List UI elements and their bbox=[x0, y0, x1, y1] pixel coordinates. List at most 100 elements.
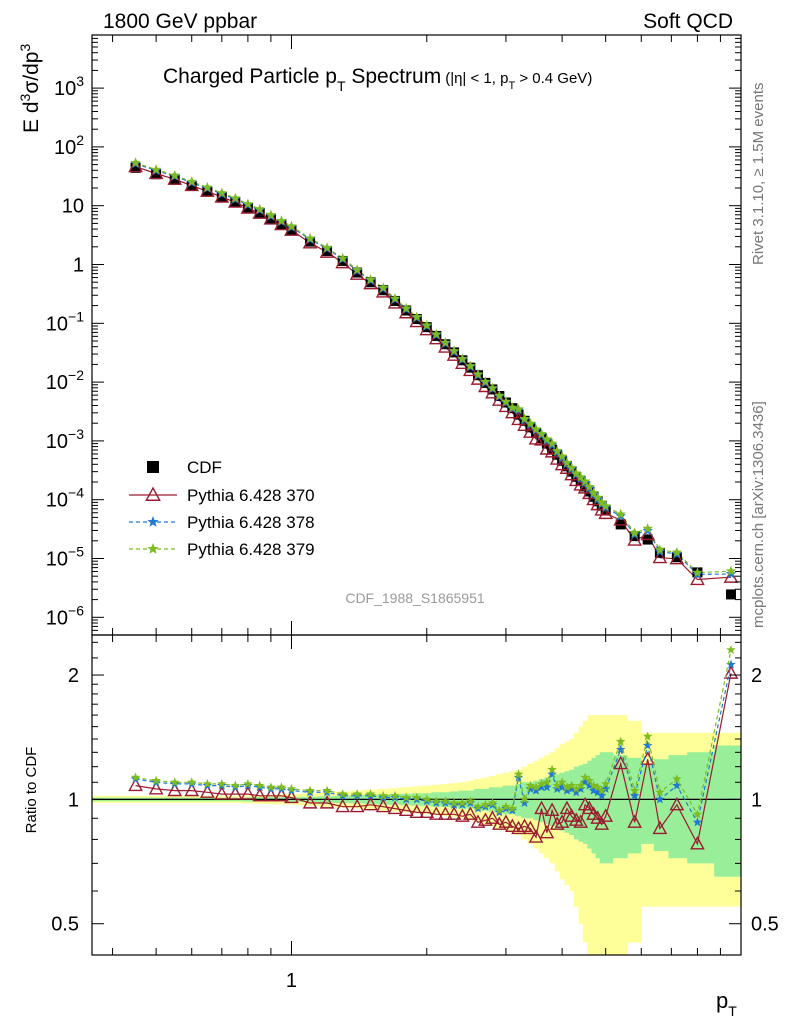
ratio-point-p378 bbox=[655, 794, 665, 804]
main-point-p379 bbox=[551, 445, 563, 456]
main-point-p379 bbox=[321, 242, 333, 253]
ratio-point-p379 bbox=[401, 792, 411, 802]
legend-marker-cdf bbox=[147, 461, 159, 473]
y-tick-label: 10−2 bbox=[46, 367, 84, 394]
ratio-point-p378 bbox=[596, 790, 607, 800]
ratio-point-p370 bbox=[428, 806, 444, 820]
ratio-point-p379 bbox=[305, 785, 315, 795]
cdf-data-point bbox=[536, 433, 547, 444]
ratio-point-p370 bbox=[375, 798, 391, 813]
ratio-point-p379 bbox=[473, 801, 483, 811]
main-point-p379 bbox=[592, 492, 603, 503]
ratio-point-p379 bbox=[480, 799, 491, 809]
ratio-point-p370 bbox=[504, 818, 520, 833]
cdf-data-point bbox=[169, 174, 180, 185]
ratio-point-p370 bbox=[387, 800, 403, 815]
ratio-point-p379 bbox=[557, 777, 567, 787]
title-small-2: > 0.4 GeV) bbox=[515, 70, 592, 87]
legend-marker-2 bbox=[147, 516, 159, 527]
main-point-p379 bbox=[242, 198, 254, 209]
legend-label-3: Pythia 6.428 379 bbox=[187, 540, 315, 559]
ratio-point-p370 bbox=[627, 814, 643, 828]
cdf-data-point bbox=[186, 181, 197, 192]
ratio-point-p379 bbox=[580, 772, 590, 782]
ratio-point-p378 bbox=[571, 787, 581, 797]
ratio-point-p379 bbox=[588, 780, 599, 790]
ratio-point-p370 bbox=[302, 795, 318, 809]
cdf-data-point bbox=[286, 224, 297, 235]
ratio-point-p370 bbox=[240, 786, 256, 800]
ratio-point-p379 bbox=[243, 778, 253, 788]
ratio-point-p370 bbox=[523, 820, 538, 835]
ratio-point-p379 bbox=[519, 794, 530, 804]
main-point-p379 bbox=[692, 567, 703, 578]
ratio-band-inner bbox=[92, 745, 741, 877]
main-point-p379 bbox=[377, 282, 389, 293]
ratio-point-p379 bbox=[552, 780, 562, 790]
ratio-point-p370 bbox=[274, 787, 289, 802]
main-title: Charged Particle pT Spectrum (|η| < 1, pT… bbox=[163, 65, 592, 94]
main-point-p379 bbox=[411, 311, 422, 322]
main-point-p379 bbox=[202, 181, 213, 192]
main-point-p379 bbox=[440, 337, 451, 348]
main-point-p379 bbox=[465, 360, 476, 371]
main-point-p379 bbox=[186, 176, 197, 187]
main-point-p379 bbox=[588, 487, 599, 498]
ratio-point-p370 bbox=[284, 789, 299, 804]
ratio-point-p370 bbox=[723, 665, 739, 679]
main-point-p379 bbox=[541, 433, 553, 444]
main-point-p370 bbox=[128, 158, 143, 173]
ratio-point-p370 bbox=[227, 786, 243, 800]
ratio-point-p370 bbox=[498, 814, 514, 828]
cdf-data-point bbox=[671, 552, 682, 563]
main-point-p379 bbox=[487, 382, 498, 393]
ratio-point-p370 bbox=[335, 798, 351, 813]
svg-text:Charged Particle pT Spectrum(|: Charged Particle pT Spectrum (|η| < 1, pT… bbox=[163, 65, 592, 94]
cdf-data-point bbox=[547, 444, 558, 455]
ratio-point-p370 bbox=[446, 806, 462, 820]
ratio-point-p370 bbox=[534, 800, 549, 815]
main-point-p379 bbox=[457, 353, 468, 364]
main-point-p370 bbox=[462, 362, 478, 377]
main-point-p379 bbox=[169, 169, 180, 180]
y-tick-label: 10−5 bbox=[46, 543, 84, 570]
ratio-point-p379 bbox=[365, 789, 376, 799]
ratio-point-p370 bbox=[263, 787, 279, 802]
main-point-p379 bbox=[615, 508, 626, 519]
ratio-point-p370 bbox=[462, 806, 478, 820]
main-point-p370 bbox=[598, 505, 614, 520]
main-point-p379 bbox=[525, 417, 536, 428]
main-plot-marks bbox=[128, 157, 739, 600]
ratio-point-p379 bbox=[726, 644, 736, 654]
ratio-point-p370 bbox=[167, 782, 183, 797]
svg-text:pT: pT bbox=[716, 988, 737, 1019]
main-point-p379 bbox=[472, 368, 484, 379]
title-main-sub: T bbox=[337, 78, 346, 94]
main-point-p370 bbox=[349, 266, 365, 280]
main-point-p379 bbox=[642, 523, 653, 534]
ratio-point-p379 bbox=[169, 777, 180, 787]
main-point-p370 bbox=[302, 234, 318, 249]
ratio-point-p379 bbox=[655, 787, 665, 797]
ratio-point-p379 bbox=[422, 794, 432, 804]
ratio-point-p370 bbox=[419, 804, 435, 818]
ratio-point-p370 bbox=[549, 816, 565, 830]
ratio-point-p379 bbox=[629, 785, 640, 795]
main-point-p370 bbox=[723, 569, 739, 583]
main-point-p370 bbox=[335, 254, 351, 269]
main-point-p379 bbox=[400, 302, 412, 313]
main-point-p379 bbox=[389, 292, 401, 303]
ratio-point-p379 bbox=[217, 778, 227, 788]
main-point-p379 bbox=[421, 319, 433, 330]
title-main-tail: Spectrum bbox=[346, 65, 442, 88]
ratio-point-p379 bbox=[352, 789, 362, 799]
main-point-p379 bbox=[725, 565, 737, 576]
ratio-point-p370 bbox=[363, 796, 378, 811]
main-point-p379 bbox=[500, 396, 512, 407]
cdf-data-point bbox=[151, 169, 162, 180]
ratio-point-p378 bbox=[726, 659, 736, 669]
x-tick-label: 1 bbox=[286, 970, 297, 992]
ratio-point-p379 bbox=[531, 782, 541, 792]
ratio-point-p370 bbox=[528, 829, 544, 843]
ratio-point-p379 bbox=[566, 780, 577, 790]
